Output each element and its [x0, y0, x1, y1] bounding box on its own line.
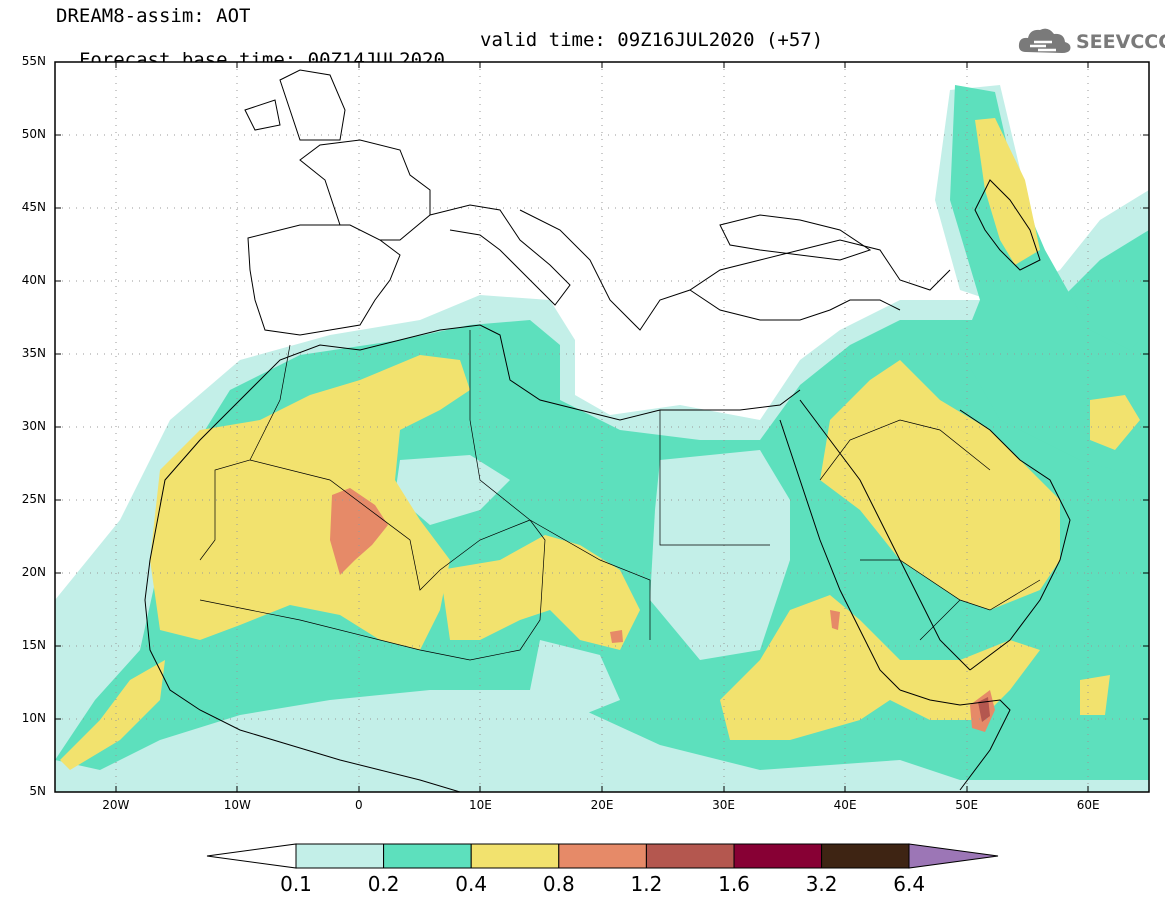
coast-balkans [519, 209, 951, 331]
coast-italy [429, 204, 571, 306]
coast-west-africa [144, 559, 461, 792]
lat-label: 50N [21, 127, 46, 141]
aot-band-12-somalia [978, 697, 990, 722]
lat-label: 10N [21, 711, 46, 725]
lon-label: 10E [469, 798, 492, 812]
aot-band-04-chad [440, 535, 640, 650]
lon-label: 30E [712, 798, 735, 812]
colorbar-label: 1.6 [718, 872, 750, 896]
colorbar-swatch [558, 843, 647, 869]
colorbar-label: 0.1 [280, 872, 312, 896]
lat-label: 40N [21, 273, 46, 287]
coast-horn [899, 689, 1011, 791]
map-title: DREAM8-assim: AOT [56, 5, 251, 27]
lat-label: 55N [21, 54, 46, 68]
colorbar-label: 0.2 [367, 872, 400, 896]
lat-label: 15N [21, 638, 46, 652]
aot-patch-01-sudan [530, 640, 620, 720]
coast-north-africa [149, 324, 801, 561]
lon-label: 20E [590, 798, 614, 812]
tick-marks [55, 61, 1149, 793]
aot-field [55, 85, 1149, 792]
lat-label: 35N [21, 346, 46, 360]
coast-caspian [974, 179, 1041, 271]
aot-patch-01-libya [395, 455, 510, 525]
colorbar-swatch [821, 843, 910, 869]
colorbar-swatch [733, 843, 823, 869]
lat-label: 20N [21, 565, 46, 579]
logo-text: SEEVCCC [1076, 31, 1165, 53]
aot-band-04-yemen [720, 595, 1040, 740]
colorbar-label: 3.2 [805, 872, 838, 896]
aot-band-04-sahara [150, 355, 470, 650]
colorbar-under-arrow [206, 843, 297, 869]
coast-red-sea [779, 399, 971, 691]
coast-france-uk [299, 139, 431, 241]
lon-label: 20W [102, 798, 130, 812]
aot-patch-01-egypt [650, 450, 790, 660]
aot-band-08-chad [610, 630, 623, 643]
lon-label: 10W [223, 798, 251, 812]
cloud-icon [1018, 28, 1071, 53]
colorbar-label: 0.4 [455, 872, 488, 896]
colorbar-label: 0.8 [542, 872, 575, 896]
coast-black-sea [719, 214, 872, 261]
aot-band-04-pakistan [1090, 395, 1140, 450]
lat-label: 5N [29, 784, 46, 798]
lat-label: 25N [21, 492, 46, 506]
colorbar-label: 6.4 [893, 872, 926, 896]
coast-turkey [689, 289, 901, 321]
colorbar-swatch [295, 843, 385, 869]
colorbar-swatch [645, 843, 735, 869]
coast-uk [244, 69, 346, 141]
lon-label: 0 [355, 798, 363, 812]
coast-iberia [247, 224, 401, 336]
borders [199, 330, 1041, 661]
seevccc-logo: SEEVCCC [1016, 22, 1165, 62]
aot-band-04-arabia [820, 360, 1060, 610]
colorbar [206, 843, 999, 869]
coast-arabia [959, 409, 1071, 671]
coastlines [144, 69, 1071, 792]
colorbar-swatch [470, 843, 560, 869]
colorbar-swatch [383, 843, 472, 869]
aot-band-08-eritrea [830, 610, 840, 630]
colorbar-label: 1.2 [630, 872, 663, 896]
lon-label: 40E [833, 798, 857, 812]
lat-label: 45N [21, 200, 46, 214]
aot-band-04-caspian [975, 118, 1040, 265]
lat-label: 30N [21, 419, 46, 433]
aot-band-04-somalia [1080, 675, 1110, 715]
lon-label: 50E [955, 798, 979, 812]
colorbar-over-arrow [908, 843, 999, 869]
graticule [55, 62, 1149, 792]
lon-label: 60E [1076, 798, 1100, 812]
valid-time: valid time: 09Z16JUL2020 (+57) [480, 29, 824, 51]
aot-band-04-west-coast [60, 660, 165, 770]
